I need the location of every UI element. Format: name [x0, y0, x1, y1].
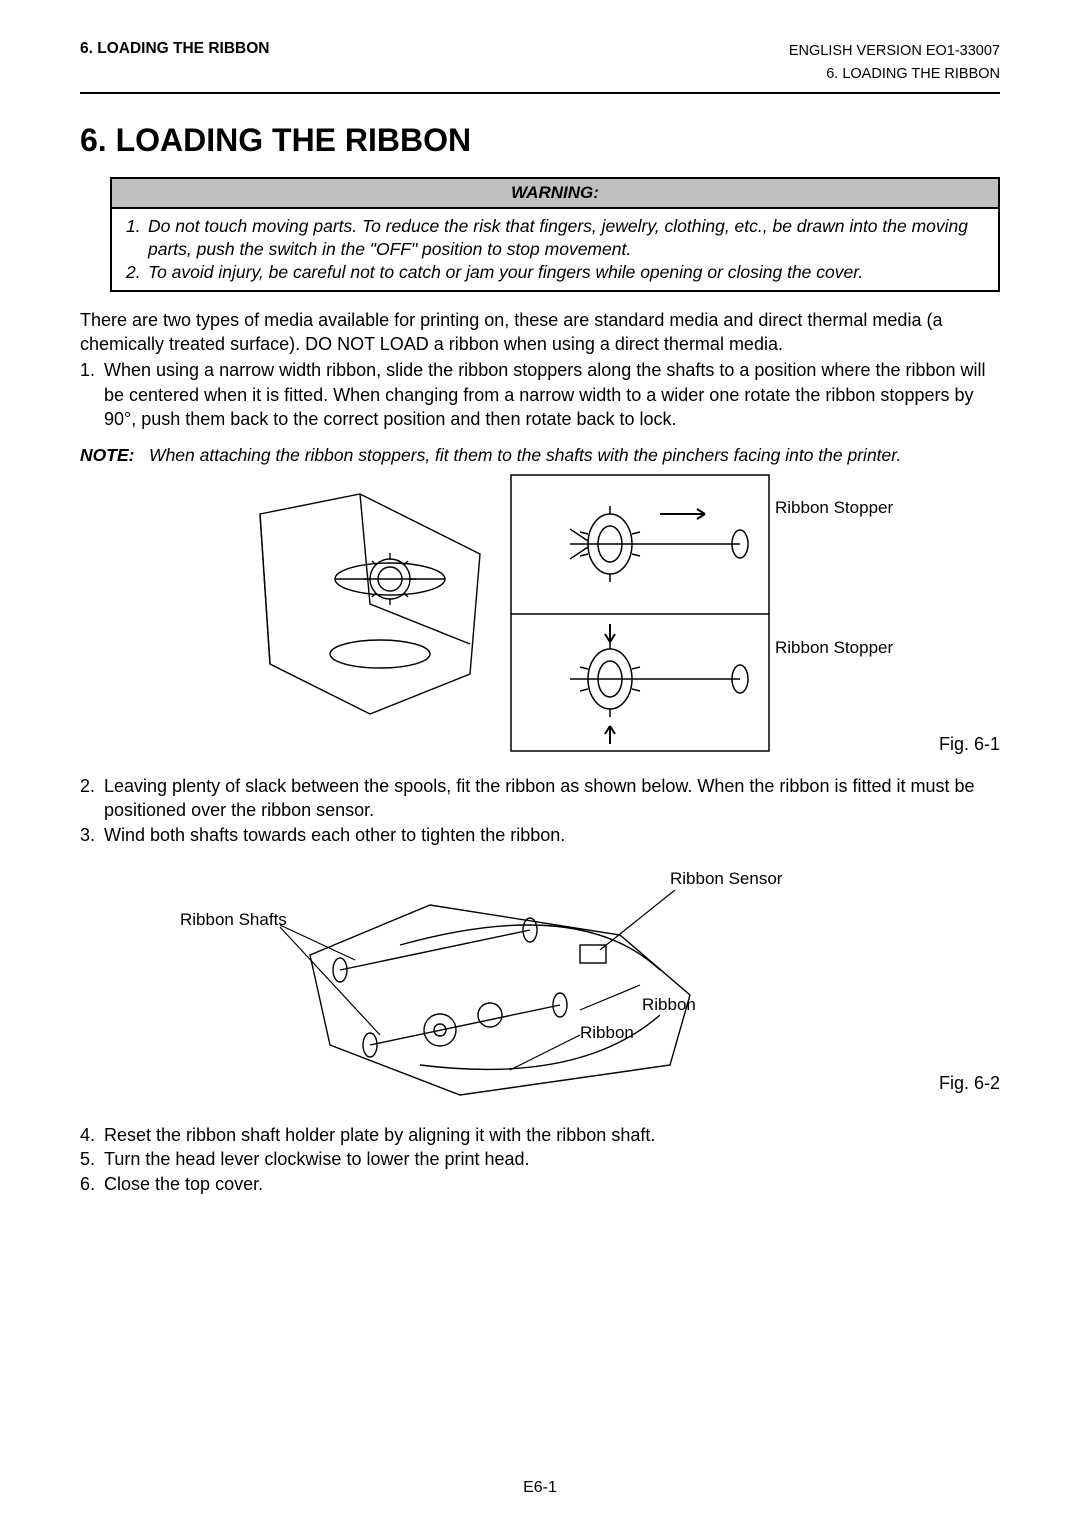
step-num-1: 1.	[80, 358, 104, 431]
page-footer: E6-1	[0, 1479, 1080, 1497]
page-header: 6. LOADING THE RIBBON ENGLISH VERSION EO…	[80, 40, 1000, 86]
header-rule	[80, 92, 1000, 94]
fig1-right-drawing	[510, 474, 770, 754]
fig2-label-ribbon-2: Ribbon	[580, 1023, 634, 1043]
warning-box: WARNING: 1. Do not touch moving parts. T…	[110, 177, 1000, 291]
fig1-caption: Fig. 6-1	[939, 734, 1000, 755]
fig2-label-shafts: Ribbon Shafts	[180, 910, 287, 930]
step-text-6: Close the top cover.	[104, 1172, 263, 1196]
fig2-label-sensor: Ribbon Sensor	[670, 869, 782, 889]
note-text: When attaching the ribbon stoppers, fit …	[149, 445, 901, 465]
fig2-leader-lines	[80, 855, 1000, 1115]
note-label: NOTE:	[80, 445, 134, 465]
warning-body: 1. Do not touch moving parts. To reduce …	[112, 209, 998, 289]
warning-heading: WARNING:	[112, 179, 998, 209]
header-left: 6. LOADING THE RIBBON	[80, 40, 269, 58]
warning-num-2: 2.	[126, 261, 148, 284]
step-text-1: When using a narrow width ribbon, slide …	[104, 358, 1000, 431]
step-text-4: Reset the ribbon shaft holder plate by a…	[104, 1123, 655, 1147]
step-text-3: Wind both shafts towards each other to t…	[104, 823, 565, 847]
step-text-2: Leaving plenty of slack between the spoo…	[104, 774, 1000, 823]
steps-group-c: 4. Reset the ribbon shaft holder plate b…	[80, 1123, 1000, 1196]
fig1-left-drawing	[240, 484, 500, 744]
header-right-line2: 6. LOADING THE RIBBON	[789, 63, 1000, 86]
intro-paragraph: There are two types of media available f…	[80, 308, 1000, 357]
steps-group-a: 1. When using a narrow width ribbon, sli…	[80, 358, 1000, 431]
step-num-5: 5.	[80, 1147, 104, 1171]
step-num-3: 3.	[80, 823, 104, 847]
fig1-label-stopper-2: Ribbon Stopper	[775, 638, 893, 658]
section-title: 6. LOADING THE RIBBON	[80, 122, 1000, 159]
fig2-caption: Fig. 6-2	[939, 1073, 1000, 1094]
step-num-2: 2.	[80, 774, 104, 823]
header-right: ENGLISH VERSION EO1-33007 6. LOADING THE…	[789, 40, 1000, 86]
warning-item-1: Do not touch moving parts. To reduce the…	[148, 215, 984, 261]
warning-num-1: 1.	[126, 215, 148, 261]
step-text-5: Turn the head lever clockwise to lower t…	[104, 1147, 530, 1171]
fig1-label-stopper-1: Ribbon Stopper	[775, 498, 893, 518]
steps-group-b: 2. Leaving plenty of slack between the s…	[80, 774, 1000, 847]
figure-6-2: Ribbon Sensor Ribbon Shafts Ribbon Ribbo…	[80, 855, 1000, 1115]
header-right-line1: ENGLISH VERSION EO1-33007	[789, 40, 1000, 63]
step-num-6: 6.	[80, 1172, 104, 1196]
fig2-label-ribbon-1: Ribbon	[642, 995, 696, 1015]
note-line: NOTE: When attaching the ribbon stoppers…	[80, 445, 1000, 466]
figure-6-1: Ribbon Stopper Ribbon Stopper Fig. 6-1	[80, 474, 1000, 764]
warning-item-2: To avoid injury, be careful not to catch…	[148, 261, 863, 284]
step-num-4: 4.	[80, 1123, 104, 1147]
